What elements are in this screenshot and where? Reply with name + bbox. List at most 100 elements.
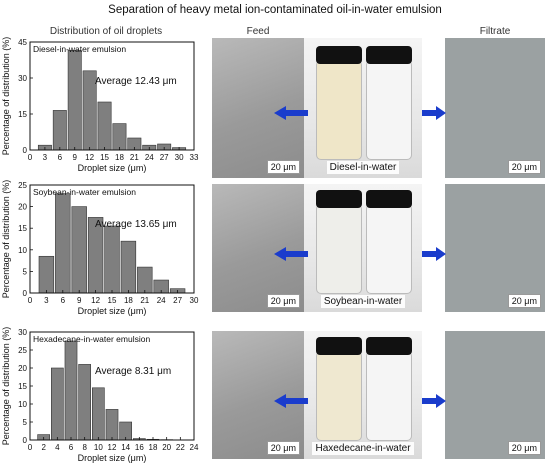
- filtrate-header: Filtrate: [479, 26, 511, 37]
- feed-header: Feed: [246, 26, 270, 37]
- feed-bottle: [316, 60, 362, 160]
- y-tick-label: 15: [18, 382, 27, 391]
- bar: [55, 193, 71, 294]
- average-annotation: Average 13.65 μm: [95, 219, 177, 230]
- hexadecane-bottles-photo: Haxedecane-in-water: [304, 331, 422, 459]
- x-tick-label: 21: [130, 153, 139, 162]
- y-axis-label: Percentage of distribution (%): [1, 180, 11, 299]
- x-tick-label: 9: [73, 153, 78, 162]
- x-tick-label: 3: [43, 153, 48, 162]
- y-tick-label: 25: [18, 346, 27, 355]
- diesel-feed-micrograph: 20 μm: [212, 38, 304, 178]
- x-tick-label: 18: [124, 296, 133, 305]
- filtrate-bottle: [366, 60, 412, 160]
- distribution-header: Distribution of oil droplets: [49, 26, 163, 37]
- chart-title: Hexadecane-in-water emulsion: [33, 334, 150, 344]
- feed-bottle: [316, 351, 362, 441]
- bar: [105, 409, 119, 441]
- filtrate-bottle-cap: [366, 46, 412, 64]
- scale-bar: 20 μm: [266, 294, 300, 308]
- row-caption: Soybean-in-water: [320, 295, 406, 308]
- bar: [71, 206, 87, 294]
- y-tick-label: 10: [18, 400, 27, 409]
- x-tick-label: 24: [190, 443, 199, 452]
- right-arrow-icon: [422, 394, 446, 408]
- x-tick-label: 15: [100, 153, 109, 162]
- x-tick-label: 16: [135, 443, 144, 452]
- chart-title: Soybean-in-water emulsion: [33, 187, 136, 197]
- x-tick-label: 20: [162, 443, 171, 452]
- filtrate-bottle: [366, 351, 412, 441]
- bar: [78, 364, 91, 441]
- bar: [67, 50, 82, 151]
- y-tick-label: 15: [18, 224, 27, 233]
- figure-title: Separation of heavy metal ion-contaminat…: [108, 4, 442, 16]
- x-tick-label: 4: [55, 443, 60, 452]
- bar: [104, 225, 120, 294]
- y-tick-label: 20: [18, 364, 27, 373]
- right-arrow-icon: [422, 106, 446, 120]
- scale-bar: 20 μm: [266, 160, 300, 174]
- x-tick-label: 33: [190, 153, 199, 162]
- x-tick-label: 18: [115, 153, 124, 162]
- scale-bar: 20 μm: [507, 294, 541, 308]
- x-tick-label: 9: [77, 296, 82, 305]
- bar: [38, 255, 55, 294]
- x-tick-label: 6: [58, 153, 63, 162]
- filtrate-bottle-cap: [366, 337, 412, 355]
- row-caption: Haxedecane-in-water: [312, 442, 414, 455]
- y-axis-label: Percentage of distribution (%): [1, 327, 11, 446]
- x-tick-label: 18: [149, 443, 158, 452]
- average-annotation: Average 12.43 μm: [95, 76, 177, 87]
- x-tick-label: 12: [108, 443, 117, 452]
- scale-bar: 20 μm: [507, 441, 541, 455]
- bar: [50, 367, 64, 441]
- y-tick-label: 5: [23, 418, 28, 427]
- bar: [97, 101, 112, 151]
- scale-bar: 20 μm: [507, 160, 541, 174]
- plot-frame: [29, 41, 195, 151]
- y-axis-label: Percentage of distribution (%): [1, 37, 11, 156]
- y-tick-label: 0: [23, 146, 28, 155]
- x-tick-label: 0: [28, 443, 33, 452]
- left-arrow-icon: [274, 247, 308, 261]
- y-tick-label: 25: [18, 181, 27, 190]
- x-tick-label: 27: [173, 296, 182, 305]
- x-tick-label: 14: [121, 443, 130, 452]
- x-tick-label: 27: [160, 153, 169, 162]
- x-axis-label: Droplet size (μm): [78, 163, 147, 173]
- feed-bottle-cap: [316, 337, 362, 355]
- y-tick-label: 30: [18, 74, 27, 83]
- y-tick-label: 5: [23, 267, 28, 276]
- x-axis-label: Droplet size (μm): [78, 453, 147, 463]
- x-tick-label: 0: [28, 296, 33, 305]
- bar: [120, 240, 137, 294]
- left-arrow-icon: [274, 106, 308, 120]
- left-arrow-icon: [274, 394, 308, 408]
- x-axis-label: Droplet size (μm): [78, 306, 147, 316]
- x-tick-label: 30: [190, 296, 199, 305]
- x-tick-label: 8: [82, 443, 87, 452]
- x-tick-label: 10: [94, 443, 103, 452]
- x-tick-label: 22: [176, 443, 185, 452]
- feed-bottle: [316, 204, 362, 294]
- average-annotation: Average 8.31 μm: [95, 366, 171, 377]
- y-tick-label: 0: [23, 289, 28, 298]
- y-tick-label: 20: [18, 203, 27, 212]
- filtrate-bottle-cap: [366, 190, 412, 208]
- bar: [52, 110, 67, 151]
- chart-title: Diesel-in-water emulsion: [33, 44, 126, 54]
- hexadecane-distribution-chart: 0 2 4 6 8 10 12 14 16 18 20 22 24051015202530Hexadec…: [1, 327, 199, 463]
- hexadecane-feed-micrograph: 20 μm: [212, 331, 304, 459]
- filtrate-bottle: [366, 204, 412, 294]
- y-tick-label: 45: [18, 38, 27, 47]
- x-tick-label: 6: [69, 443, 74, 452]
- row-caption: Diesel-in-water: [326, 161, 400, 174]
- x-tick-label: 24: [145, 153, 154, 162]
- y-tick-label: 0: [23, 436, 28, 445]
- bar: [112, 123, 127, 151]
- soybean-feed-micrograph: 20 μm: [212, 184, 304, 312]
- soybean-filtrate-micrograph: 20 μm: [445, 184, 545, 312]
- x-tick-label: 12: [91, 296, 100, 305]
- diesel-distribution-chart: 0 3 6 9 12 15 18 21 24 27 30 33 0 15 30 45 Diesel-in-wat…: [1, 37, 199, 173]
